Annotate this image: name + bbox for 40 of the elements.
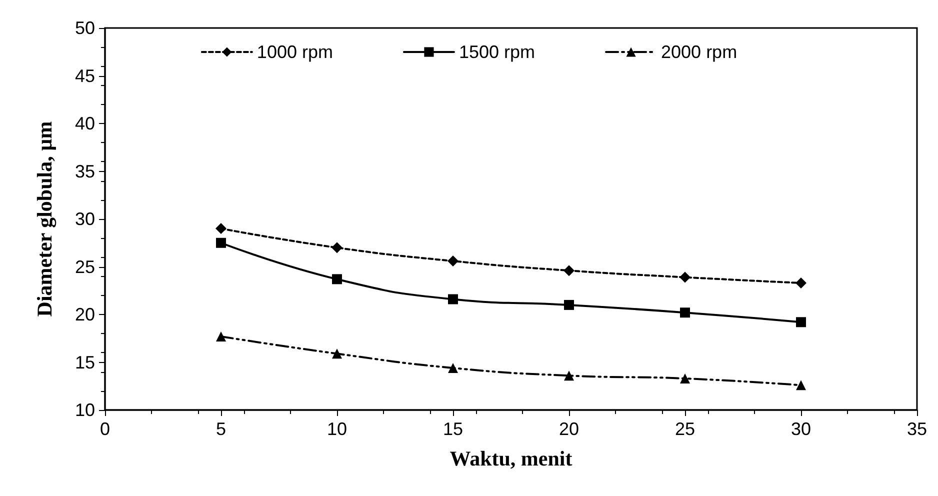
point [563,265,574,276]
y-tick-label: 40 [74,114,95,134]
x-tick-label: 25 [674,419,696,439]
y-tick-label: 25 [74,256,95,277]
point [796,380,806,390]
x-tick-label: 10 [326,419,348,439]
x-tick-label: 20 [558,419,580,439]
point [795,277,806,288]
point [564,370,574,381]
point [216,223,226,234]
y-tick-label: 30 [74,209,95,229]
point [216,331,226,342]
point [216,238,226,248]
x-tick-label: 30 [790,419,812,439]
x-tick-label: 5 [216,419,226,439]
y-tick-label: 10 [74,400,95,420]
x-tick-label: 0 [100,419,110,439]
point [447,256,458,267]
x-tick-label: 15 [442,419,464,439]
point [680,373,690,384]
point [332,348,342,359]
point [796,317,806,328]
point [679,272,690,283]
y-tick-label: 35 [74,161,95,182]
point [680,308,690,318]
point [332,274,342,284]
legend-label: 1500 rpm [458,42,536,62]
point [448,362,458,373]
y-tick-label: 20 [74,304,95,324]
y-axis-title: Diameter globula, µm [32,120,56,317]
point [448,294,458,304]
y-tick-label: 50 [74,18,95,38]
point [564,300,574,310]
point [331,242,342,254]
x-tick-label: 35 [906,419,928,439]
x-axis-title: Waktu, menit [450,446,572,470]
y-tick-label: 15 [74,352,95,372]
legend-label: 1000 rpm [256,42,333,62]
legend-label: 2000 rpm [661,42,738,62]
y-tick-label: 45 [74,66,95,86]
